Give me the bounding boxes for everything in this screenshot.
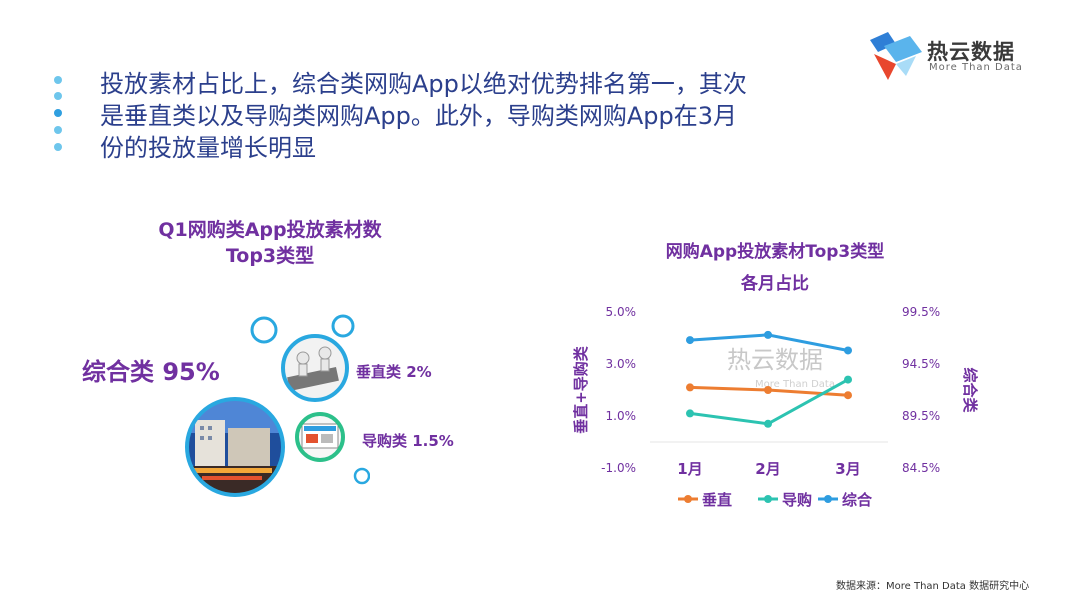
right-axis-tick: 89.5% <box>902 409 940 423</box>
x-axis-tick: 1月 <box>677 460 702 478</box>
right-axis-tick: 84.5% <box>902 461 940 475</box>
data-point-导购 <box>844 375 852 384</box>
right-chart-title-line-1: 网购App投放素材Top3类型 <box>665 242 885 262</box>
bullet-dots <box>54 76 64 156</box>
label-vertical: 垂直类 2% <box>356 363 432 381</box>
left-axis-tick: -1.0% <box>601 461 636 475</box>
label-comprehensive: 综合类 95% <box>82 358 220 386</box>
left-chart-title: Q1网购类App投放素材数 Top3类型 <box>120 217 420 269</box>
legend-label: 导购 <box>782 491 812 509</box>
headline-line-1: 投放素材占比上，综合类网购App以绝对优势排名第一，其次 <box>100 70 747 98</box>
ring-decoration <box>331 314 355 338</box>
headline-line-2: 是垂直类以及导购类网购App。此外，导购类网购App在3月 <box>100 102 738 130</box>
data-point-综合 <box>844 346 852 355</box>
watermark-text: 热云数据 <box>727 346 823 374</box>
line-chart: 热云数据 More Than Data 5.0% 3.0% 1.0% -1.0% 99.… <box>572 305 979 509</box>
legend-marker <box>824 495 832 503</box>
watermark-text-en: More Than Data <box>755 379 835 390</box>
x-axis-tick: 2月 <box>755 460 780 478</box>
data-point-导购 <box>686 409 694 418</box>
shopping-site-image <box>295 412 345 462</box>
data-point-综合 <box>686 336 694 345</box>
legend-label: 垂直 <box>702 491 732 509</box>
headline-line-3: 份的投放量增长明显 <box>100 134 316 162</box>
source-note: 数据来源：More Than Data 数据研究中心 <box>836 581 1030 592</box>
right-axis-tick: 99.5% <box>902 305 940 319</box>
legend-marker <box>764 495 772 503</box>
left-axis-label: 垂直+导购类 <box>572 345 590 434</box>
data-point-垂直 <box>844 391 852 400</box>
ring-decoration <box>250 316 278 344</box>
left-axis-tick: 5.0% <box>606 305 637 319</box>
bubble-cluster <box>185 314 370 497</box>
right-chart-title-line-2: 各月占比 <box>741 274 809 294</box>
label-shopping-guide: 导购类 1.5% <box>362 432 454 450</box>
city-mall-image <box>185 397 285 497</box>
x-axis-tick: 3月 <box>835 460 860 478</box>
right-chart-title: 网购App投放素材Top3类型 各月占比 <box>630 236 920 300</box>
legend-marker <box>684 495 692 503</box>
data-point-综合 <box>764 330 772 339</box>
logo-name-en: More Than Data <box>929 62 1023 73</box>
right-axis-tick: 94.5% <box>902 357 940 371</box>
left-chart-title-line-2: Top3类型 <box>225 245 315 267</box>
data-point-导购 <box>764 419 772 428</box>
logo-name-cn: 热云数据 <box>927 40 1015 64</box>
figures-image <box>281 334 349 402</box>
data-point-垂直 <box>686 383 694 392</box>
data-point-垂直 <box>764 386 772 394</box>
right-axis-label: 综合类 <box>961 367 979 413</box>
left-axis-tick: 3.0% <box>606 357 637 371</box>
left-chart-title-line-1: Q1网购类App投放素材数 <box>158 219 382 241</box>
legend-label: 综合 <box>842 491 873 509</box>
logo-mark-icon <box>870 32 922 80</box>
left-axis-tick: 1.0% <box>606 409 637 423</box>
ring-decoration <box>353 467 370 485</box>
headline: 投放素材占比上，综合类网购App以绝对优势排名第一，其次 是垂直类以及导购类网购… <box>100 68 860 164</box>
